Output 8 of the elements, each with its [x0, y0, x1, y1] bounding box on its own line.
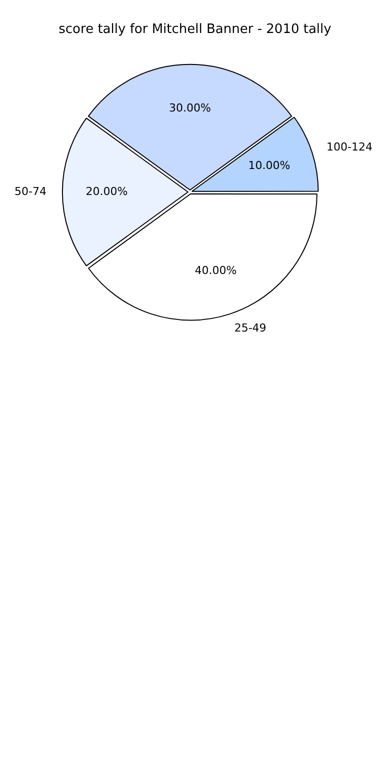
- slice-label: 100-124: [326, 140, 372, 154]
- data-label: 30.00%: [169, 102, 211, 115]
- data-label: 20.00%: [86, 184, 128, 198]
- data-label: 40.00%: [194, 264, 237, 278]
- chart-title: score tally for Mitchell Banner - 2010 tally: [58, 21, 332, 39]
- slice-label: 25-49: [234, 321, 266, 334]
- slice-label: 50-74: [14, 184, 46, 198]
- data-label: 10.00%: [248, 159, 290, 172]
